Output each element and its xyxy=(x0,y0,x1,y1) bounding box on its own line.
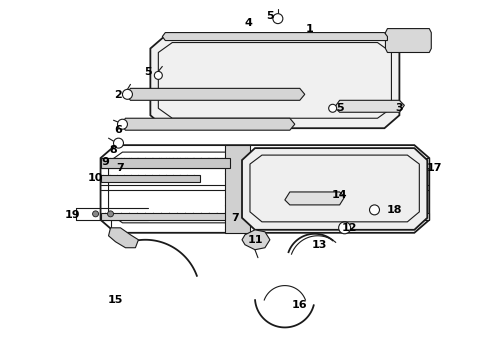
Text: 5: 5 xyxy=(145,67,152,77)
Polygon shape xyxy=(386,28,431,53)
Text: 17: 17 xyxy=(426,163,442,173)
Text: 13: 13 xyxy=(312,240,327,250)
Text: 2: 2 xyxy=(115,90,122,100)
Text: 14: 14 xyxy=(332,190,347,200)
Text: 12: 12 xyxy=(342,223,357,233)
Polygon shape xyxy=(242,148,427,230)
Circle shape xyxy=(118,119,127,129)
Polygon shape xyxy=(225,145,250,233)
Polygon shape xyxy=(285,192,344,205)
Circle shape xyxy=(114,138,123,148)
Polygon shape xyxy=(100,158,230,168)
Polygon shape xyxy=(100,213,429,220)
Text: 7: 7 xyxy=(117,163,124,173)
Circle shape xyxy=(107,211,114,217)
Polygon shape xyxy=(242,230,270,250)
Circle shape xyxy=(329,104,337,112)
Text: 1: 1 xyxy=(306,24,314,33)
Circle shape xyxy=(369,205,379,215)
Text: 18: 18 xyxy=(387,205,402,215)
Text: 5: 5 xyxy=(336,103,343,113)
Text: 6: 6 xyxy=(115,125,122,135)
Circle shape xyxy=(339,222,350,234)
Text: 15: 15 xyxy=(108,294,123,305)
Polygon shape xyxy=(125,88,305,100)
Text: 19: 19 xyxy=(65,210,80,220)
Polygon shape xyxy=(150,36,399,128)
Polygon shape xyxy=(100,158,429,168)
Text: 3: 3 xyxy=(395,103,403,113)
Text: 16: 16 xyxy=(292,300,308,310)
Text: 8: 8 xyxy=(110,145,118,155)
Text: 9: 9 xyxy=(101,157,109,167)
Circle shape xyxy=(273,14,283,24)
Circle shape xyxy=(154,71,162,80)
Text: 5: 5 xyxy=(266,11,274,21)
Polygon shape xyxy=(100,175,200,182)
Circle shape xyxy=(122,89,132,99)
Text: 11: 11 xyxy=(247,235,263,245)
Polygon shape xyxy=(108,228,138,248)
Text: 4: 4 xyxy=(244,18,252,28)
Polygon shape xyxy=(121,118,295,130)
Text: 7: 7 xyxy=(231,213,239,223)
Text: 10: 10 xyxy=(88,173,103,183)
Polygon shape xyxy=(162,32,388,41)
Circle shape xyxy=(93,211,98,217)
Polygon shape xyxy=(335,100,404,112)
